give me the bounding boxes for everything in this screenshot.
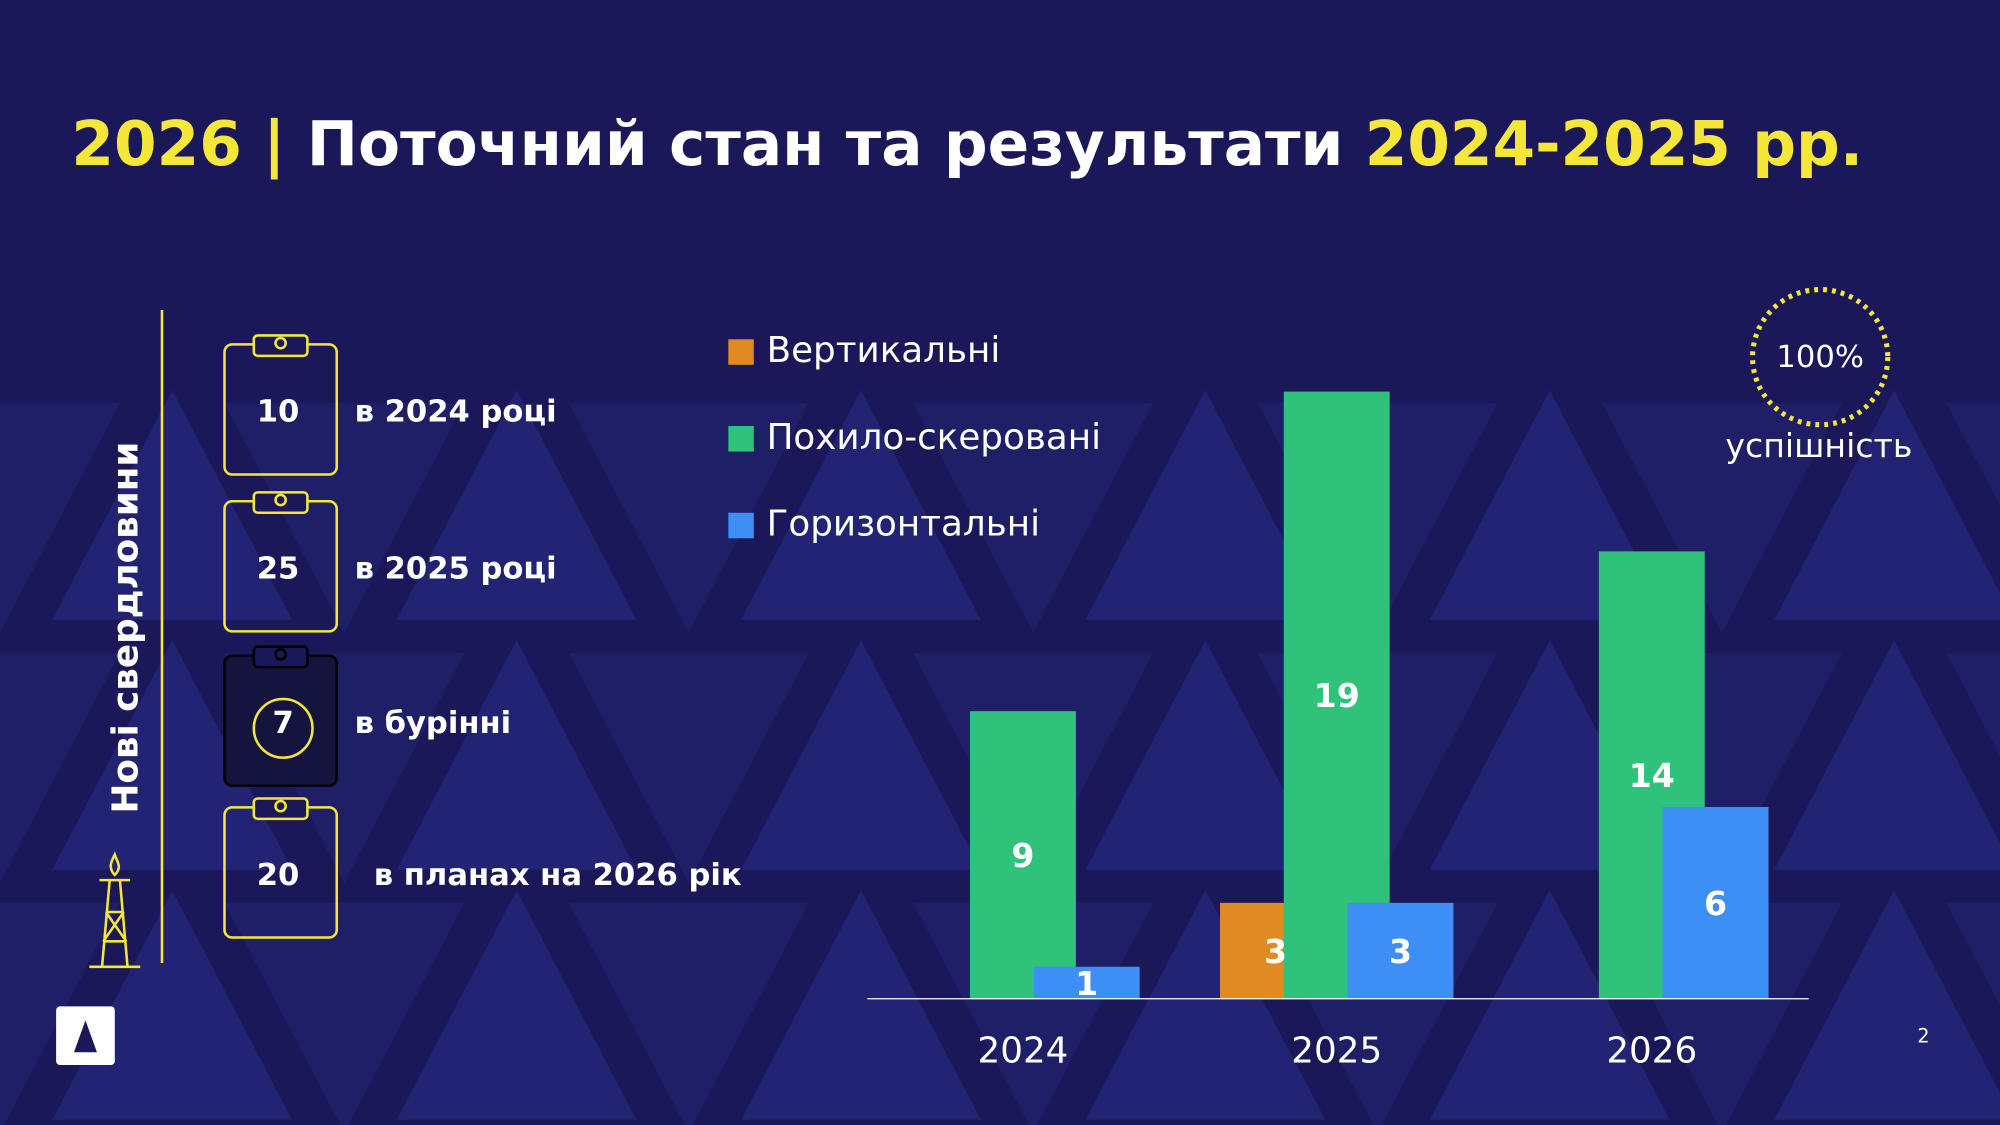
slide-title: 2026 | Поточний стан та результати 2024-…	[71, 109, 1863, 180]
page-number: 2	[1917, 1024, 1929, 1047]
count-ring	[252, 697, 314, 759]
value-label: 9	[1011, 836, 1034, 875]
value-label: 6	[1704, 884, 1727, 923]
clipboard-clip	[252, 645, 309, 669]
value-label: 3	[1264, 932, 1287, 971]
well-count: 7	[273, 706, 294, 741]
value-label: 14	[1629, 756, 1675, 795]
legend-swatch	[728, 426, 754, 452]
success-ring	[1749, 286, 1891, 428]
well-label: в планах на 2026 рік	[374, 858, 742, 893]
rig-icon	[89, 851, 141, 969]
well-label: в бурінні	[355, 706, 512, 741]
legend-label: Похило-скеровані	[767, 417, 1101, 458]
well-count: 10	[257, 395, 300, 430]
legend-swatch	[728, 512, 754, 539]
value-label: 1	[1075, 964, 1098, 1003]
success-label: успішність	[1725, 426, 1912, 465]
title-part: 2026 |	[71, 109, 306, 180]
clipboard-hole	[274, 799, 287, 813]
well-count: 20	[257, 858, 300, 893]
well-label: в 2025 році	[355, 552, 557, 587]
x-tick-label: 2026	[1606, 1030, 1697, 1071]
clipboard-hole	[274, 647, 287, 661]
wells-heading: Нові свердловини	[106, 442, 147, 814]
legend-label: Вертикальні	[767, 330, 1001, 371]
bar	[1347, 902, 1454, 999]
well-count: 25	[257, 552, 300, 587]
x-tick-label: 2024	[978, 1030, 1069, 1071]
clipboard-clip	[252, 491, 309, 515]
legend-swatch	[728, 339, 754, 365]
bar	[1283, 391, 1390, 999]
clipboard-hole	[274, 336, 287, 350]
value-label: 19	[1314, 676, 1360, 715]
value-label: 3	[1389, 932, 1412, 971]
x-tick-label: 2025	[1291, 1030, 1382, 1071]
bar	[970, 711, 1076, 999]
title-part: 2024-2025 рр.	[1365, 109, 1863, 180]
clipboard-clip	[252, 797, 309, 821]
well-label: в 2024 році	[355, 395, 557, 430]
clipboard-hole	[274, 493, 287, 507]
title-part: Поточний стан та результати	[307, 109, 1365, 180]
logo-mark	[73, 1020, 97, 1053]
bar	[1033, 966, 1140, 999]
clipboard-clip	[252, 334, 309, 358]
legend-label: Горизонтальні	[767, 504, 1040, 545]
success-value: 100%	[1776, 340, 1864, 375]
bar	[1662, 806, 1769, 999]
